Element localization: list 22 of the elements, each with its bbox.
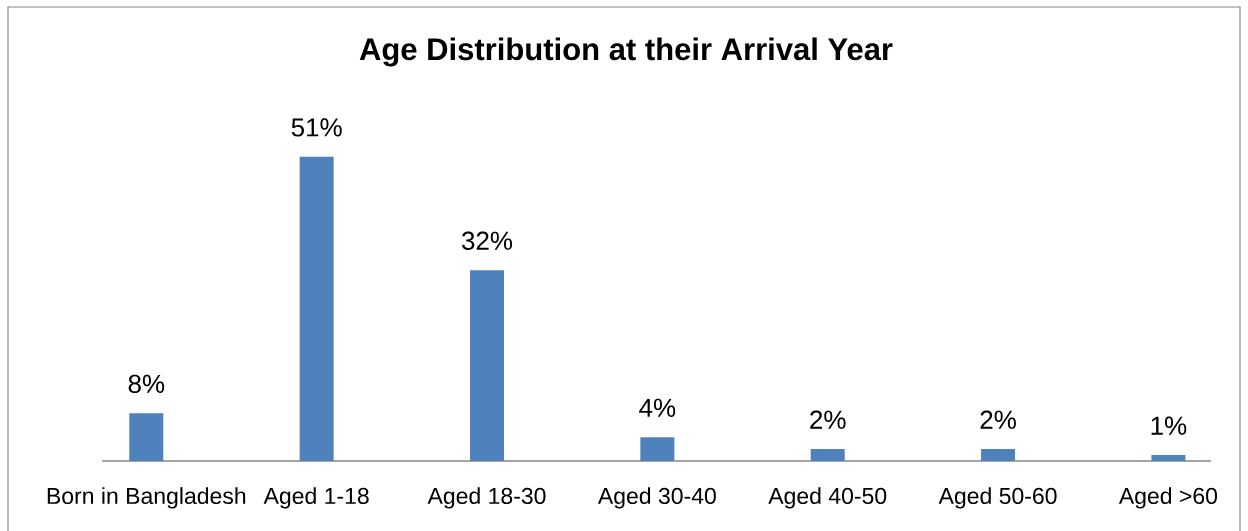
bar	[640, 437, 675, 461]
data-label: 32%	[461, 231, 513, 250]
bar	[810, 449, 845, 461]
data-label: 1%	[1151, 416, 1187, 435]
x-tick-label: Aged 50-60	[938, 487, 1057, 509]
x-tick-label: Aged 30-40	[597, 487, 716, 509]
bar	[129, 413, 164, 461]
data-label: 2%	[810, 410, 846, 429]
data-label: 2%	[980, 410, 1016, 429]
chart-title: Age Distribution at their Arrival Year	[359, 37, 893, 67]
bar	[299, 156, 334, 461]
data-label: 51%	[291, 118, 342, 137]
data-label: 8%	[128, 374, 165, 394]
bar	[981, 449, 1016, 461]
data-label: 4%	[639, 398, 676, 417]
bar	[470, 270, 505, 461]
x-tick-label: Aged 1-18	[263, 487, 369, 509]
x-tick-label: Aged >60	[1118, 487, 1218, 509]
x-tick-label: Aged 18-30	[427, 487, 546, 509]
bar	[1151, 455, 1186, 461]
x-tick-label: Aged 40-50	[768, 487, 887, 509]
x-tick-label: Born in Bangladesh	[47, 487, 246, 509]
